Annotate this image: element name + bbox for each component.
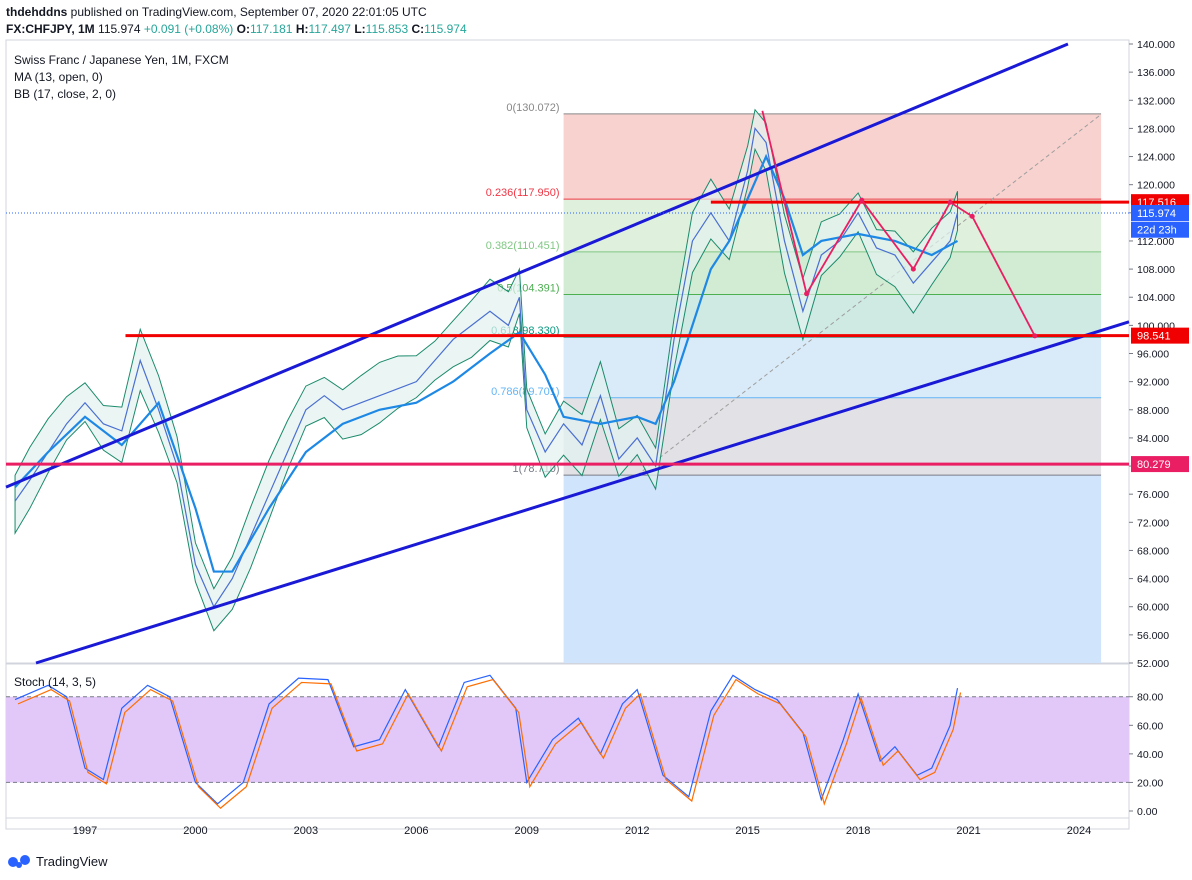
high-value: 117.497 — [308, 22, 351, 36]
stoch-tick-label: 40.00 — [1137, 749, 1163, 761]
y-tick-label: 128.000 — [1137, 123, 1175, 135]
price-tag — [1131, 221, 1189, 238]
footer-brand-label: TradingView — [36, 853, 108, 869]
x-tick-label: 2006 — [404, 825, 428, 837]
y-tick-label: 120.000 — [1137, 180, 1175, 192]
price-tag-label: 98.541 — [1137, 331, 1171, 343]
legend-bb[interactable]: BB (17, close, 2, 0) — [14, 87, 117, 101]
arrow-head — [804, 291, 810, 297]
y-tick-label: 92.000 — [1137, 377, 1169, 389]
fib-zone — [563, 113, 1102, 200]
arrow-head — [969, 213, 975, 219]
open-value: 117.181 — [249, 22, 293, 36]
channel-lower-line — [35, 320, 1130, 665]
y-tick-label: 60.000 — [1137, 602, 1169, 614]
y-tick-label: 132.000 — [1137, 95, 1175, 107]
close-value: 115.974 — [424, 22, 467, 36]
x-tick-label: 2000 — [183, 825, 207, 837]
y-tick-label: 124.000 — [1137, 152, 1175, 164]
price-tag-label: 115.974 — [1137, 208, 1176, 220]
symbol[interactable]: FX:CHFJPY, 1M — [6, 22, 95, 36]
publish-info: published on TradingView.com, September … — [70, 5, 427, 19]
y-tick-label: 108.000 — [1137, 264, 1175, 276]
tradingview-logo-icon — [8, 855, 30, 868]
x-tick-label: 2024 — [1067, 825, 1091, 837]
price-line — [14, 126, 959, 608]
y-tick-label: 96.000 — [1137, 349, 1169, 361]
indicator-legend: Swiss Franc / Japanese Yen, 1M, FXCM MA … — [14, 52, 229, 103]
stoch-tick-label: 0.00 — [1137, 806, 1158, 818]
price-change: +0.091 (+0.08%) — [143, 22, 234, 36]
y-tick-label: 104.000 — [1137, 292, 1175, 304]
price-tag-label: 22d 23h — [1137, 225, 1177, 237]
price-tag — [1131, 327, 1189, 344]
x-tick-label: 2015 — [735, 825, 759, 837]
last-price: 115.974 — [98, 22, 141, 36]
x-tick-label: 1997 — [73, 825, 97, 837]
fib-label: 0(130.072) — [506, 102, 559, 114]
x-tick-label: 2021 — [956, 825, 980, 837]
close-label: C: — [411, 22, 425, 36]
bollinger-band — [14, 108, 959, 632]
open-label: O: — [236, 22, 250, 36]
y-tick-label: 136.000 — [1137, 67, 1175, 79]
arrow-head — [859, 197, 865, 203]
stoch-k-line — [14, 674, 959, 805]
x-tick-label: 2003 — [294, 825, 318, 837]
stoch-d-line — [17, 678, 962, 809]
fib-extension-zone — [563, 475, 1102, 663]
y-tick-label: 52.000 — [1137, 658, 1169, 670]
x-tick-label: 2009 — [515, 825, 539, 837]
stoch-tick-label: 80.00 — [1137, 692, 1163, 704]
x-tick-label: 2012 — [625, 825, 649, 837]
y-tick-label: 76.000 — [1137, 489, 1169, 501]
y-tick-label: 68.000 — [1137, 545, 1169, 557]
price-tag — [1131, 456, 1189, 473]
x-tick-label: 2018 — [846, 825, 870, 837]
stoch-legend[interactable]: Stoch (14, 3, 5) — [14, 675, 97, 689]
footer-brand[interactable]: TradingView — [6, 852, 108, 870]
channel-upper-line — [5, 42, 1069, 489]
price-tag — [1131, 205, 1189, 222]
arrow-head — [947, 199, 953, 205]
y-tick-label: 64.000 — [1137, 574, 1169, 586]
low-label: L: — [354, 22, 366, 36]
legend-title[interactable]: Swiss Franc / Japanese Yen, 1M, FXCM — [14, 53, 229, 67]
y-tick-label: 112.000 — [1137, 236, 1174, 248]
y-tick-label: 84.000 — [1137, 433, 1169, 445]
ma-line — [14, 153, 959, 573]
chart-header: thdehddns published on TradingView.com, … — [6, 4, 467, 37]
y-tick-label: 140.000 — [1137, 39, 1175, 51]
arrow-head — [910, 266, 916, 272]
stoch-band — [6, 696, 1129, 783]
y-tick-label: 56.000 — [1137, 630, 1169, 642]
low-value: 115.853 — [365, 22, 409, 36]
stoch-tick-label: 60.00 — [1137, 720, 1163, 732]
y-tick-label: 72.000 — [1137, 517, 1169, 529]
author-name[interactable]: thdehddns — [6, 5, 68, 19]
stoch-tick-label: 20.00 — [1137, 777, 1163, 789]
fib-zone — [563, 294, 1102, 338]
y-tick-label: 88.000 — [1137, 405, 1169, 417]
legend-ma[interactable]: MA (13, open, 0) — [14, 70, 103, 84]
fib-label: 0.236(117.950) — [486, 187, 560, 199]
fib-label: 0.382(110.451) — [486, 240, 560, 252]
arrow-head — [1032, 333, 1038, 339]
high-label: H: — [295, 22, 309, 36]
fib-zone — [563, 337, 1102, 398]
price-tag-label: 80.279 — [1137, 459, 1171, 471]
